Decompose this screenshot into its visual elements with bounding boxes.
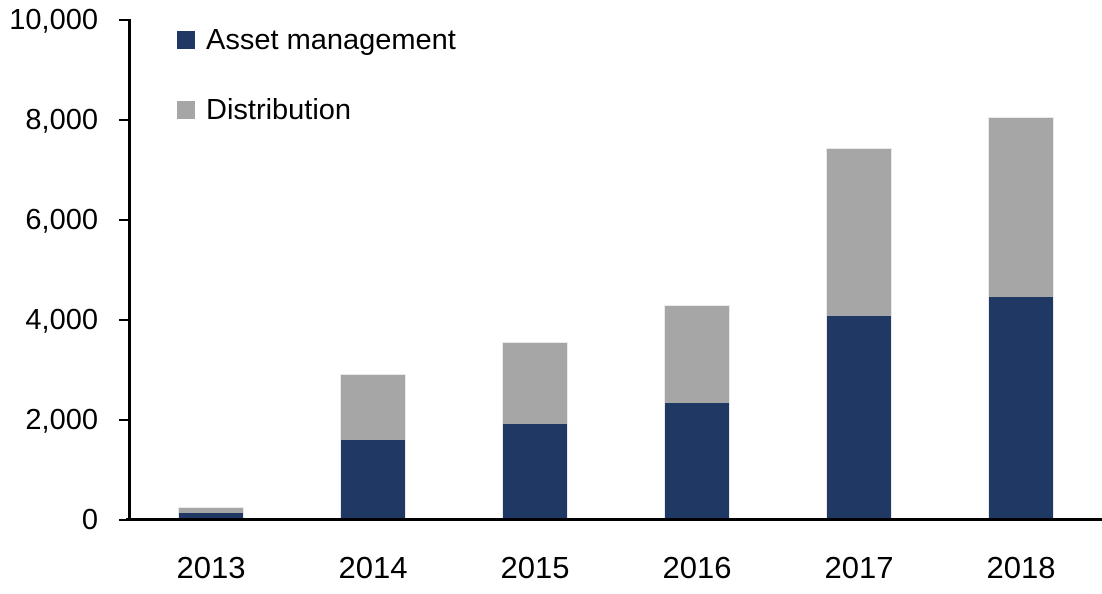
y-axis-tick: [119, 519, 129, 521]
bar-segment-2015-distribution: [503, 343, 567, 424]
y-axis-tick-label: 6,000: [25, 204, 98, 236]
y-axis-tick: [119, 419, 129, 421]
legend-item-asset-management: Asset management: [177, 24, 456, 56]
bar-segment-2015-asset-management: [503, 423, 567, 518]
x-axis-label-2016: 2016: [662, 550, 732, 585]
x-axis-line: [126, 518, 1102, 521]
legend-swatch-distribution-icon: [177, 101, 195, 119]
stacked-bar-2018: [988, 117, 1054, 518]
bar-segment-2017-distribution: [827, 148, 891, 316]
bar-segment-2013-distribution: [179, 508, 243, 513]
bar-segment-2013-asset-management: [179, 512, 243, 518]
y-axis-tick-label: 10,000: [9, 4, 98, 36]
legend-label-asset-management: Asset management: [206, 23, 456, 56]
y-axis-line: [128, 19, 131, 521]
x-axis-label-2017: 2017: [824, 550, 894, 585]
y-axis-tick: [119, 319, 129, 321]
bar-segment-2018-asset-management: [989, 297, 1053, 518]
x-axis-label-2018: 2018: [986, 550, 1056, 585]
y-axis-tick: [119, 119, 129, 121]
bar-segment-2016-distribution: [665, 306, 729, 403]
y-axis-tick-label: 4,000: [25, 304, 98, 336]
legend-item-distribution: Distribution: [177, 94, 456, 126]
x-axis-label-2014: 2014: [338, 550, 408, 585]
stacked-bar-2017: [826, 147, 892, 518]
legend-label-distribution: Distribution: [206, 93, 352, 126]
x-axis-label-2015: 2015: [500, 550, 570, 585]
stacked-bar-2014: [340, 374, 406, 518]
bar-segment-2016-asset-management: [665, 402, 729, 518]
bar-segment-2014-distribution: [341, 375, 405, 440]
y-axis-tick-label: 8,000: [25, 104, 98, 136]
chart-legend: Asset management Distribution: [177, 24, 456, 167]
stacked-bar-2016: [664, 305, 730, 518]
bar-segment-2018-distribution: [989, 118, 1053, 297]
y-axis-tick: [119, 19, 129, 21]
stacked-bar-2013: [178, 507, 244, 518]
x-axis-label-2013: 2013: [176, 550, 246, 585]
y-axis-tick-label: 0: [81, 504, 98, 536]
bar-segment-2017-asset-management: [827, 316, 891, 518]
stacked-bar-2015: [502, 342, 568, 518]
bar-segment-2014-asset-management: [341, 440, 405, 518]
legend-swatch-asset-management-icon: [177, 31, 195, 49]
y-axis-tick-label: 2,000: [25, 404, 98, 436]
y-axis-tick: [119, 219, 129, 221]
